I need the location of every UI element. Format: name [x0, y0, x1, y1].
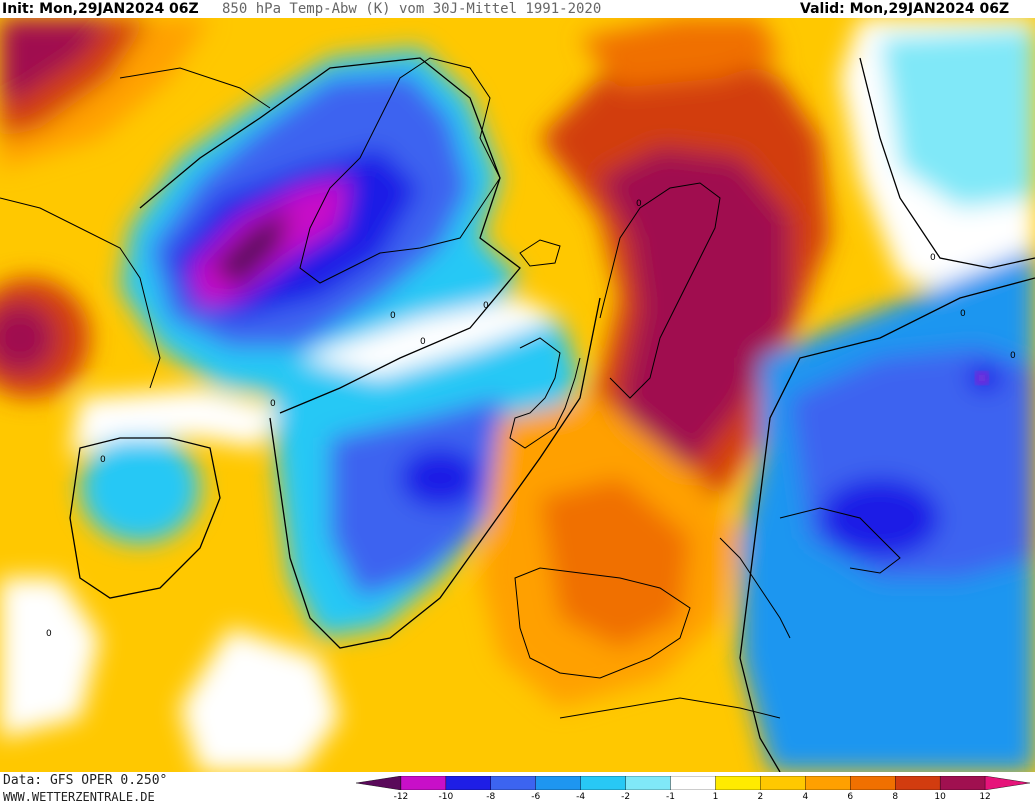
color-scale-swatch	[760, 776, 807, 790]
color-scale-tick-label: 2	[757, 792, 764, 802]
balkans-coast	[779, 507, 901, 574]
valid-time: Valid: Mon,29JAN2024 06Z	[800, 1, 1010, 17]
greenland-coast	[299, 57, 501, 284]
cold-core-black-sea	[976, 372, 988, 384]
color-scale-swatch	[670, 776, 717, 790]
data-source: Data: GFS OPER 0.250°	[3, 773, 168, 788]
map-title: 850 hPa Temp-Abw (K) vom 30J-Mittel 1991…	[222, 1, 602, 17]
color-scale-swatch	[715, 776, 762, 790]
color-scale-swatch	[805, 776, 851, 790]
color-scale-swatch	[445, 776, 492, 790]
color-scale-tick-label: -2	[621, 792, 631, 802]
color-scale-tick-label: 1	[712, 792, 719, 802]
temperature-anomaly-map: 0 0 0 0 0 0 0 0 0 0	[0, 18, 1035, 772]
contour-label: 0	[960, 309, 966, 319]
contour-label: 0	[636, 199, 642, 209]
color-scale-tick-label: -4	[576, 792, 586, 802]
map-header: Init: Mon,29JAN2024 06Z 850 hPa Temp-Abw…	[0, 0, 1035, 18]
contour-label: 0	[390, 311, 396, 321]
italy-coast	[719, 537, 791, 639]
color-scale-tick-label: 4	[802, 792, 809, 802]
color-scale-swatch	[984, 776, 1030, 790]
british-isles-coast	[509, 337, 581, 449]
color-scale-tick-label: -10	[438, 792, 454, 802]
color-scale-swatch	[535, 776, 582, 790]
contour-labels: 0 0 0 0 0 0 0 0 0 0	[46, 199, 1016, 639]
color-scale-swatch	[356, 776, 402, 790]
color-scale-tick-label: 10	[934, 792, 946, 802]
color-scale-tick-label: -1	[666, 792, 676, 802]
scandinavia-coast	[599, 182, 721, 399]
arctic-islands-coast	[119, 67, 271, 109]
anomaly-field	[0, 18, 1035, 772]
contour-label: 0	[930, 253, 936, 263]
zero-contours	[69, 57, 1035, 772]
contour-label: 0	[100, 455, 106, 465]
color-scale-swatch	[490, 776, 537, 790]
color-scale-swatch	[850, 776, 896, 790]
contour-label: 0	[46, 629, 52, 639]
color-scale-swatch	[895, 776, 941, 790]
site-url[interactable]: WWW.WETTERZENTRALE.DE	[3, 790, 155, 804]
color-scale-tick-label: 8	[892, 792, 899, 802]
zero-contour-east	[739, 277, 1035, 772]
color-scale-swatch	[625, 776, 672, 790]
map-footer: Data: GFS OPER 0.250° WWW.WETTERZENTRALE…	[0, 772, 1035, 806]
contour-label: 0	[1010, 351, 1016, 361]
color-scale-tick-label: 12	[979, 792, 991, 802]
color-scale-swatch	[580, 776, 627, 790]
color-scale-swatch	[939, 776, 986, 790]
color-scale-swatch	[400, 776, 447, 790]
iceland-coast	[519, 239, 561, 267]
contour-label: 0	[420, 337, 426, 347]
color-scale-tick-label: 6	[847, 792, 854, 802]
zero-contour-russia	[859, 57, 1035, 269]
zero-contour-atlantic	[269, 297, 601, 649]
color-scale-bar	[356, 776, 1030, 790]
iberia-coast	[514, 567, 691, 679]
color-scale-tick-label: -12	[393, 792, 409, 802]
zero-contour-greenland	[139, 57, 521, 414]
init-time: Init: Mon,29JAN2024 06Z	[2, 1, 199, 17]
contour-label: 0	[270, 399, 276, 409]
canada-coast	[0, 197, 161, 389]
color-scale-ticks: -12 -10 -8 -6 -4 -2 -1 1 2 4 6 8 10 12	[356, 792, 1030, 804]
color-scale-tick-label: -8	[486, 792, 496, 802]
color-scale-tick-label: -6	[531, 792, 541, 802]
zero-contour-mid-atlantic	[69, 437, 221, 599]
contour-label: 0	[483, 301, 489, 311]
